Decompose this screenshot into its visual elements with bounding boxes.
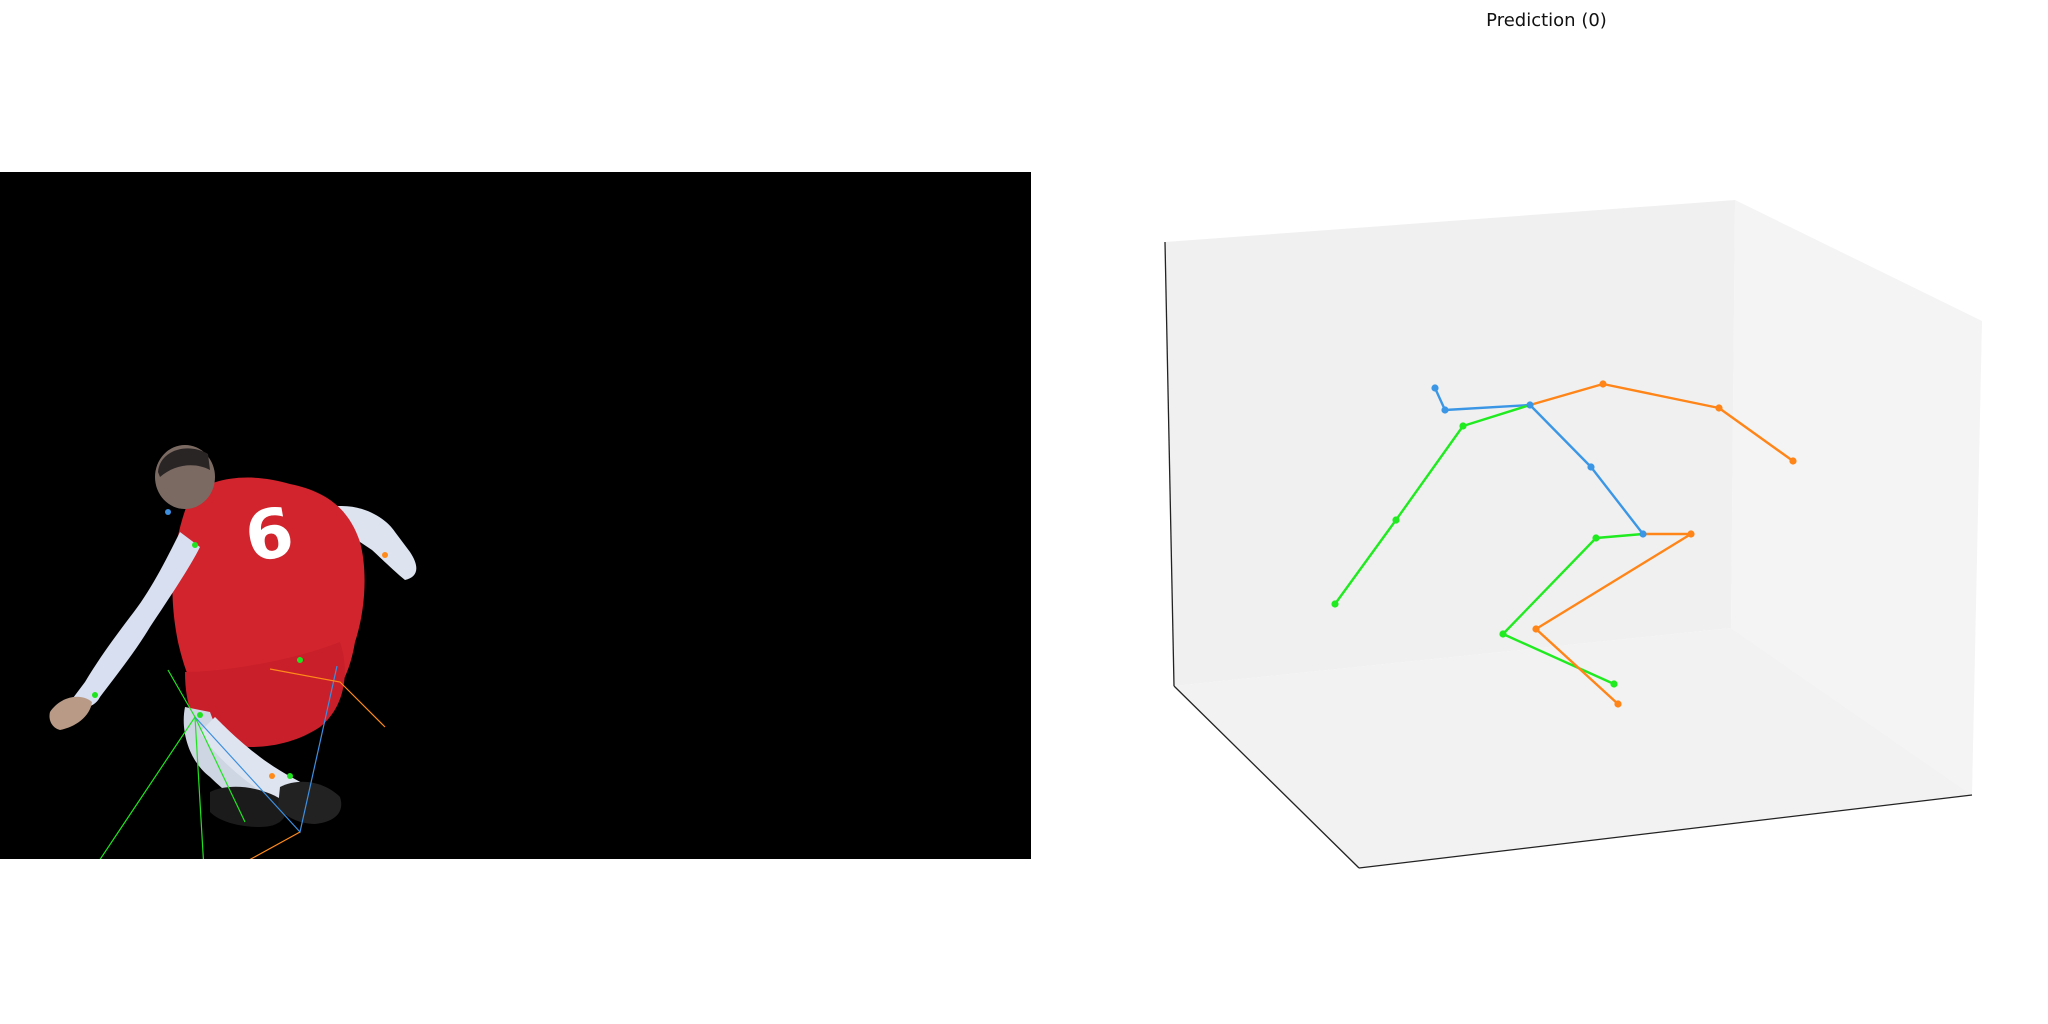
image-background	[0, 172, 1031, 859]
keypoint-overlay-2d	[99, 665, 386, 859]
z-axis-line	[1164, 241, 1175, 687]
player-shoe-right	[278, 781, 342, 824]
joint-3d-l_wrist	[1331, 600, 1339, 608]
bone-3d-l_knee-l_ankle	[1501, 632, 1616, 686]
keypoint-2d-left-wrist	[92, 692, 98, 698]
bone-3d-thorax-r_shoulder	[1528, 382, 1605, 407]
bone-3d-thorax-spine	[1528, 403, 1593, 469]
joint-3d-r_hip	[1687, 530, 1695, 538]
side-pane	[1731, 200, 1982, 795]
y-axis-line	[1173, 685, 1360, 869]
bone-2d-right-arm	[269, 668, 386, 728]
player-left-arm	[70, 532, 200, 708]
joint-3d-l_ankle	[1610, 680, 1618, 688]
joint-3d-r_wrist	[1789, 457, 1797, 465]
input-image-panel: 6	[0, 172, 1031, 859]
bone-3d-l_elbow-l_wrist	[1333, 518, 1398, 606]
keypoint-2d-left-ankle	[287, 773, 293, 779]
keypoint-2d-left-shoulder	[192, 542, 198, 548]
joint-3d-neck_lower	[1441, 406, 1449, 414]
bone-2d-right-leg	[249, 831, 301, 859]
input-image: 6	[0, 172, 1031, 859]
joint-3d-r_shoulder	[1599, 380, 1607, 388]
skeleton-bones	[1333, 382, 1795, 706]
figure-title: Prediction (0)	[1486, 10, 1607, 31]
keypoint-2d-right-wrist	[382, 552, 388, 558]
joint-3d-head_top	[1431, 384, 1439, 392]
joint-3d-r_elbow	[1715, 404, 1723, 412]
keypoint-2d-left-knee	[197, 712, 203, 718]
keypoint-2d-left-hip	[297, 657, 303, 663]
bone-3d-head_top-neck_lower	[1433, 386, 1447, 412]
bone-3d-thorax-l_shoulder	[1461, 403, 1532, 428]
prediction-panel: Prediction (0)	[1031, 0, 2048, 1024]
joint-3d-pelvis	[1639, 530, 1647, 538]
bone-3d-r_shoulder-r_elbow	[1601, 382, 1721, 410]
keypoint-2d-head	[165, 509, 171, 515]
bone-3d-neck_lower-thorax	[1443, 403, 1532, 412]
joint-3d-l_shoulder	[1459, 422, 1467, 430]
bone-3d-spine-pelvis	[1589, 465, 1645, 536]
keypoint-2d-right-ankle	[269, 773, 275, 779]
joint-3d-thorax	[1526, 401, 1534, 409]
x-axis-line	[1358, 794, 1973, 869]
bone-3d-pelvis-l_hip	[1594, 532, 1645, 540]
pose-3d-plot	[1164, 200, 1982, 869]
joint-3d-r_ankle	[1614, 700, 1622, 708]
bone-3d-l_shoulder-l_elbow	[1394, 424, 1465, 522]
joint-3d-l_hip	[1592, 534, 1600, 542]
floor-pane	[1174, 628, 1972, 868]
joint-3d-spine	[1587, 463, 1595, 471]
bone-2d-left-forearm	[99, 716, 196, 859]
bone-3d-l_hip-l_knee	[1501, 536, 1598, 636]
bone-2d-left-leg	[194, 716, 204, 859]
player-shorts	[185, 642, 345, 747]
joint-3d-r_knee	[1532, 625, 1540, 633]
keypoints-2d	[92, 509, 388, 779]
bone-3d-r_knee-r_ankle	[1534, 627, 1620, 706]
joint-3d-l_knee	[1499, 630, 1507, 638]
bone-3d-r_elbow-r_wrist	[1717, 406, 1795, 463]
skeleton-joints	[1331, 380, 1797, 708]
player-left-hand	[49, 696, 92, 730]
player-hair	[158, 448, 210, 477]
joint-3d-l_elbow	[1392, 516, 1400, 524]
bone-3d-r_hip-r_knee	[1534, 532, 1693, 631]
